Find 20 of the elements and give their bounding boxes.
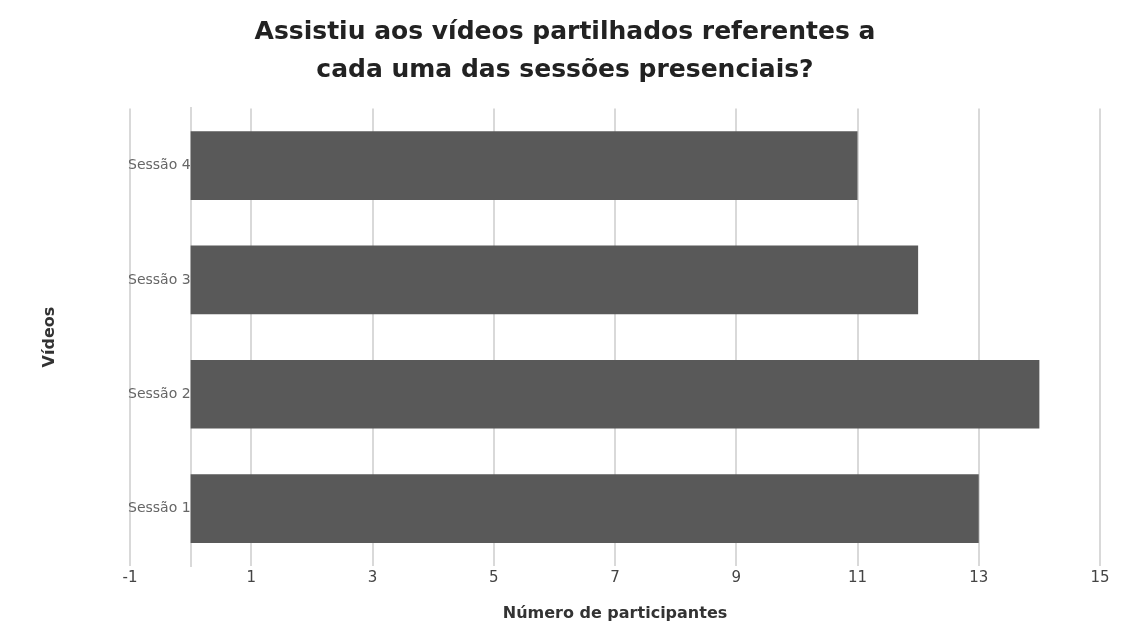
y-tick-label: Sessão 3 xyxy=(128,270,191,287)
x-tick-label: 5 xyxy=(488,567,499,586)
x-tick-label: 9 xyxy=(731,567,742,586)
x-tick-label: -1 xyxy=(122,567,138,586)
bar xyxy=(190,131,858,200)
x-tick-label: 3 xyxy=(367,567,378,586)
chart-title: Assistiu aos vídeos partilhados referentes a cada uma das sessões presenciais? xyxy=(253,15,877,85)
x-tick-label: 1 xyxy=(246,567,257,586)
x-axis-title: Número de participantes xyxy=(502,602,728,622)
x-tick-label: 7 xyxy=(610,567,620,586)
bar xyxy=(190,245,919,315)
bar xyxy=(190,359,1040,429)
y-tick-label: Sessão 1 xyxy=(128,499,191,516)
y-tick-label: Sessão 2 xyxy=(128,384,191,401)
x-tick-label: 11 xyxy=(847,567,868,586)
bar xyxy=(190,474,979,543)
y-tick-label: Sessão 4 xyxy=(128,156,191,173)
y-axis-title: Vídeos xyxy=(39,306,59,368)
x-tick-label: 15 xyxy=(1090,567,1110,586)
x-tick-label: 13 xyxy=(969,567,989,586)
